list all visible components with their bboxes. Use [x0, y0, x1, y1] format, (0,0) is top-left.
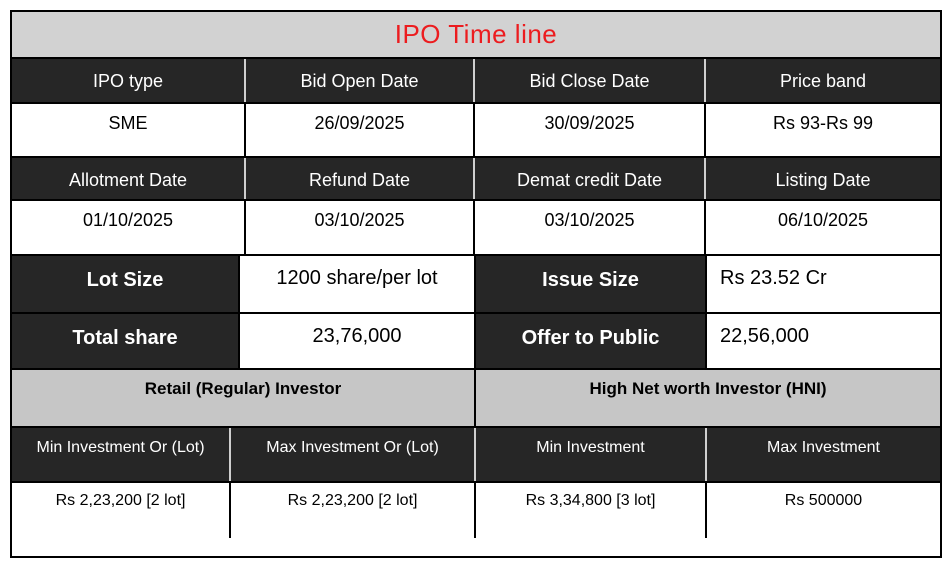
- ipo-timeline-table: IPO Time line IPO type Bid Open Date Bid…: [10, 10, 942, 558]
- total-share-label: Total share: [12, 314, 239, 368]
- ipo-type-value: SME: [12, 104, 244, 156]
- demat-credit-date-header: Demat credit Date: [473, 158, 705, 203]
- lot-size-value: 1200 share/per lot: [238, 256, 474, 312]
- hni-max-investment-value: Rs 500000: [705, 483, 940, 538]
- hni-max-investment-header: Max Investment: [705, 428, 940, 481]
- lot-issue-row: Lot Size 1200 share/per lot Issue Size R…: [12, 254, 940, 312]
- timeline-header-row-1: IPO type Bid Open Date Bid Close Date Pr…: [12, 57, 940, 104]
- retail-min-investment-header: Min Investment Or (Lot): [12, 428, 230, 481]
- retail-max-investment-value: Rs 2,23,200 [2 lot]: [229, 483, 474, 538]
- offer-to-public-label: Offer to Public: [474, 314, 705, 368]
- issue-size-label: Issue Size: [474, 256, 705, 312]
- hni-investor-group-header: High Net worth Investor (HNI): [474, 370, 940, 426]
- timeline-value-row-2: 01/10/2025 03/10/2025 03/10/2025 06/10/2…: [12, 199, 940, 254]
- offer-to-public-value: 22,56,000: [705, 314, 940, 368]
- timeline-value-row-1: SME 26/09/2025 30/09/2025 Rs 93-Rs 99: [12, 102, 940, 156]
- bid-open-date-header: Bid Open Date: [244, 59, 473, 104]
- investment-value-row: Rs 2,23,200 [2 lot] Rs 2,23,200 [2 lot] …: [12, 481, 940, 538]
- listing-date-value: 06/10/2025: [704, 201, 940, 254]
- demat-credit-date-value: 03/10/2025: [473, 201, 705, 254]
- bid-close-date-value: 30/09/2025: [473, 104, 705, 156]
- retail-max-investment-header: Max Investment Or (Lot): [229, 428, 474, 481]
- title-row: IPO Time line: [12, 12, 940, 57]
- lot-size-label: Lot Size: [12, 256, 239, 312]
- ipo-type-header: IPO type: [12, 59, 244, 104]
- hni-min-investment-header: Min Investment: [474, 428, 705, 481]
- hni-min-investment-value: Rs 3,34,800 [3 lot]: [474, 483, 705, 538]
- page-title: IPO Time line: [394, 19, 558, 49]
- total-share-offer-row: Total share 23,76,000 Offer to Public 22…: [12, 312, 940, 368]
- bid-open-date-value: 26/09/2025: [244, 104, 473, 156]
- allotment-date-value: 01/10/2025: [12, 201, 244, 254]
- listing-date-header: Listing Date: [704, 158, 940, 203]
- investment-header-row: Min Investment Or (Lot) Max Investment O…: [12, 426, 940, 481]
- bid-close-date-header: Bid Close Date: [473, 59, 705, 104]
- retail-min-investment-value: Rs 2,23,200 [2 lot]: [12, 483, 230, 538]
- refund-date-value: 03/10/2025: [244, 201, 473, 254]
- refund-date-header: Refund Date: [244, 158, 473, 203]
- allotment-date-header: Allotment Date: [12, 158, 244, 203]
- investor-group-row: Retail (Regular) Investor High Net worth…: [12, 368, 940, 426]
- retail-investor-group-header: Retail (Regular) Investor: [12, 370, 474, 426]
- timeline-header-row-2: Allotment Date Refund Date Demat credit …: [12, 156, 940, 203]
- total-share-value: 23,76,000: [238, 314, 474, 368]
- issue-size-value: Rs 23.52 Cr: [705, 256, 940, 312]
- price-band-value: Rs 93-Rs 99: [704, 104, 940, 156]
- price-band-header: Price band: [704, 59, 940, 104]
